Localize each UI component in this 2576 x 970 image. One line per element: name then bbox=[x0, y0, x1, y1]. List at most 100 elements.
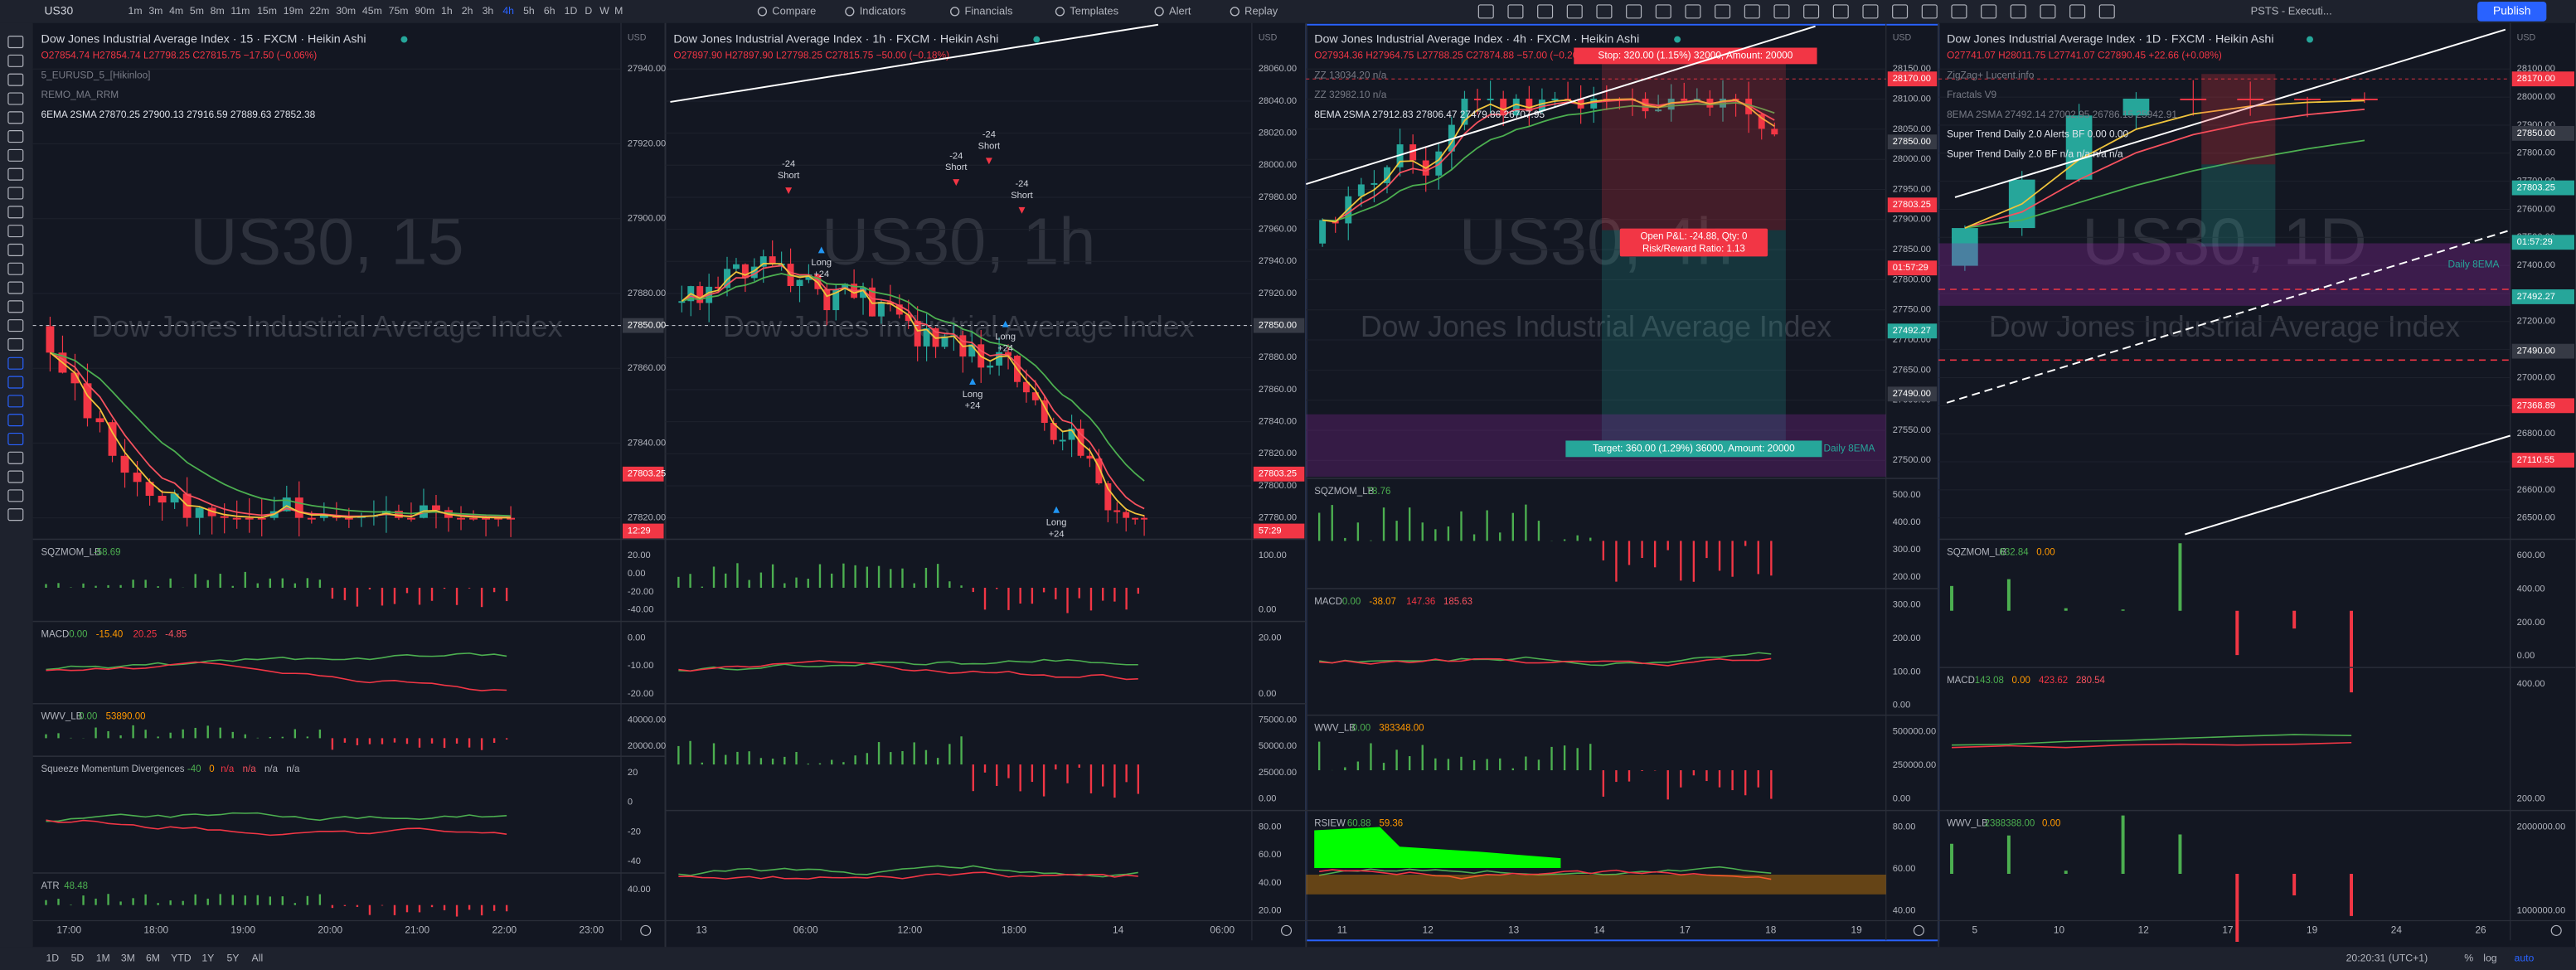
drawing-tool[interactable] bbox=[7, 111, 24, 124]
interval-button[interactable]: D bbox=[585, 5, 592, 17]
candle bbox=[344, 517, 353, 520]
range-button[interactable]: All bbox=[252, 952, 264, 963]
interval-button[interactable]: 19m bbox=[284, 5, 303, 17]
scale-toggle[interactable]: auto bbox=[2514, 952, 2534, 963]
candle bbox=[2122, 98, 2150, 116]
pane-tick-label: 40000.00 bbox=[628, 715, 666, 725]
drawing-tool[interactable] bbox=[7, 319, 24, 332]
pane-tick-label: -10.00 bbox=[628, 661, 653, 671]
drawing-tool[interactable] bbox=[7, 356, 24, 370]
candle bbox=[1500, 98, 1507, 116]
toolbar-button[interactable]: Compare bbox=[772, 4, 816, 17]
drawing-tool[interactable] bbox=[7, 395, 24, 408]
price-tick-label: 28060.00 bbox=[1259, 64, 1297, 74]
trade-label: Short bbox=[978, 141, 1001, 151]
drawing-tool[interactable] bbox=[7, 414, 24, 427]
indicator-legend: O27934.36 H27964.75 L27788.25 C27874.88 … bbox=[1314, 50, 1590, 61]
range-button[interactable]: YTD bbox=[171, 952, 192, 963]
drawing-tool[interactable] bbox=[7, 206, 24, 219]
interval-button[interactable]: 3h bbox=[483, 5, 494, 17]
watermark-subtitle: Dow Jones Industrial Average Index bbox=[1361, 310, 1831, 343]
pane-tick-label: 2000000.00 bbox=[2517, 822, 2566, 832]
toolbar-button[interactable]: Alert bbox=[1169, 4, 1191, 17]
range-button[interactable]: 1Y bbox=[201, 952, 214, 963]
interval-button[interactable]: 22m bbox=[310, 5, 330, 17]
pane-tick-label: 75000.00 bbox=[1259, 715, 1297, 725]
interval-button[interactable]: 8m bbox=[211, 5, 225, 17]
scale-toggle[interactable]: log bbox=[2483, 952, 2497, 963]
range-button[interactable]: 1D bbox=[46, 952, 59, 963]
drawing-tool[interactable] bbox=[7, 54, 24, 67]
toolbar-button[interactable]: Replay bbox=[1244, 4, 1278, 17]
drawing-tool[interactable] bbox=[7, 167, 24, 181]
drawing-tool[interactable] bbox=[7, 300, 24, 313]
interval-button[interactable]: 2h bbox=[462, 5, 473, 17]
drawing-tool[interactable] bbox=[7, 73, 24, 86]
price-tick-label: 26500.00 bbox=[2517, 513, 2555, 523]
interval-button[interactable]: 4h bbox=[502, 5, 514, 17]
publish-button[interactable]: Publish bbox=[2493, 4, 2530, 17]
time-tick-label: 14 bbox=[1113, 924, 1124, 936]
interval-button[interactable]: 75m bbox=[389, 5, 409, 17]
settings-icon[interactable] bbox=[2550, 924, 2562, 936]
range-button[interactable]: 1M bbox=[96, 952, 110, 963]
toolbar-button[interactable]: Financials bbox=[965, 4, 1013, 17]
interval-button[interactable]: 4m bbox=[169, 5, 183, 17]
pane-tick-label: -40.00 bbox=[628, 605, 653, 615]
candle bbox=[1005, 352, 1011, 356]
drawing-tool[interactable] bbox=[7, 130, 24, 143]
pane-tick-label: 40.00 bbox=[1893, 906, 1916, 916]
toolbar-button[interactable]: Indicators bbox=[860, 4, 906, 17]
settings-icon[interactable] bbox=[1280, 924, 1293, 936]
range-button[interactable]: 3M bbox=[121, 952, 135, 963]
drawing-tool[interactable] bbox=[7, 281, 24, 294]
drawing-tool[interactable] bbox=[7, 508, 24, 521]
time-tick-label: 19 bbox=[2307, 924, 2318, 936]
settings-icon[interactable] bbox=[640, 924, 652, 936]
interval-button[interactable]: 1D bbox=[565, 5, 578, 17]
interval-button[interactable]: 5h bbox=[523, 5, 535, 17]
drawing-tool[interactable] bbox=[7, 92, 24, 105]
candle bbox=[1487, 98, 1494, 100]
drawing-tool[interactable] bbox=[7, 489, 24, 502]
stop-zone bbox=[2201, 74, 2276, 165]
interval-button[interactable]: 11m bbox=[230, 5, 250, 17]
symbol-search[interactable]: US30 bbox=[45, 4, 74, 17]
interval-button[interactable]: W bbox=[599, 5, 609, 17]
scale-toggle[interactable]: % bbox=[2464, 952, 2473, 963]
toolbar-button[interactable]: Templates bbox=[1070, 4, 1118, 17]
drawing-tool[interactable] bbox=[7, 337, 24, 351]
drawing-tool[interactable] bbox=[7, 36, 24, 49]
drawing-tool[interactable] bbox=[7, 470, 24, 483]
interval-button[interactable]: 15m bbox=[257, 5, 277, 17]
interval-button[interactable]: 45m bbox=[362, 5, 382, 17]
interval-button[interactable]: 1h bbox=[441, 5, 453, 17]
interval-button[interactable]: 90m bbox=[415, 5, 434, 17]
layout-name[interactable]: PSTS - Executi... bbox=[2251, 4, 2332, 17]
interval-button[interactable]: 30m bbox=[336, 5, 356, 17]
drawing-tool[interactable] bbox=[7, 451, 24, 464]
publish-button-bg[interactable] bbox=[2477, 1, 2547, 22]
candle bbox=[905, 314, 912, 322]
interval-button[interactable]: 3m bbox=[148, 5, 163, 17]
range-button[interactable]: 6M bbox=[146, 952, 160, 963]
interval-button[interactable]: 6h bbox=[544, 5, 555, 17]
candle bbox=[696, 286, 704, 303]
drawing-tool[interactable] bbox=[7, 432, 24, 446]
interval-button[interactable]: M bbox=[614, 5, 623, 17]
drawing-tool[interactable] bbox=[7, 187, 24, 200]
candle bbox=[1319, 220, 1327, 244]
time-tick-label: 17 bbox=[2222, 924, 2233, 936]
time-tick-label: 21:00 bbox=[405, 924, 429, 936]
drawing-tool[interactable] bbox=[7, 376, 24, 389]
interval-button[interactable]: 1m bbox=[129, 5, 143, 17]
interval-button[interactable]: 5m bbox=[190, 5, 204, 17]
drawing-tool[interactable] bbox=[7, 262, 24, 275]
range-button[interactable]: 5D bbox=[71, 952, 85, 963]
drawing-tool[interactable] bbox=[7, 243, 24, 256]
drawing-tool[interactable] bbox=[7, 148, 24, 162]
drawing-tool[interactable] bbox=[7, 225, 24, 238]
price-tick-label: 27900.00 bbox=[628, 214, 666, 224]
range-button[interactable]: 5Y bbox=[226, 952, 239, 963]
settings-icon[interactable] bbox=[1913, 924, 1924, 936]
